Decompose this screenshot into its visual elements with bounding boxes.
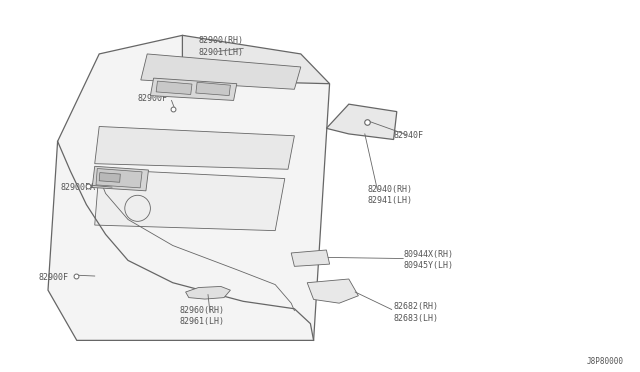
Text: 82940(RH)
82941(LH): 82940(RH) 82941(LH) — [368, 185, 413, 205]
Polygon shape — [182, 35, 330, 84]
Polygon shape — [99, 173, 120, 182]
Polygon shape — [156, 81, 192, 94]
Polygon shape — [95, 126, 294, 169]
Polygon shape — [326, 104, 397, 140]
Text: 82900FA: 82900FA — [61, 183, 96, 192]
Polygon shape — [186, 286, 230, 299]
Polygon shape — [291, 250, 330, 266]
Text: 82900F: 82900F — [138, 94, 168, 103]
Ellipse shape — [125, 195, 150, 221]
Polygon shape — [95, 169, 285, 231]
Polygon shape — [150, 78, 237, 100]
Polygon shape — [141, 54, 301, 89]
Text: 82900(RH)
82901(LH): 82900(RH) 82901(LH) — [198, 36, 243, 57]
Polygon shape — [196, 82, 230, 96]
Polygon shape — [92, 166, 148, 191]
Text: 82940F: 82940F — [394, 131, 424, 140]
Text: J8P80000: J8P80000 — [587, 357, 624, 366]
Text: 82900F: 82900F — [38, 273, 68, 282]
Text: 80944X(RH)
80945Y(LH): 80944X(RH) 80945Y(LH) — [403, 250, 453, 270]
Polygon shape — [96, 169, 142, 188]
Polygon shape — [48, 35, 330, 340]
Polygon shape — [307, 279, 358, 303]
Text: 82682(RH)
82683(LH): 82682(RH) 82683(LH) — [394, 302, 438, 323]
Text: 82960(RH)
82961(LH): 82960(RH) 82961(LH) — [179, 306, 224, 326]
